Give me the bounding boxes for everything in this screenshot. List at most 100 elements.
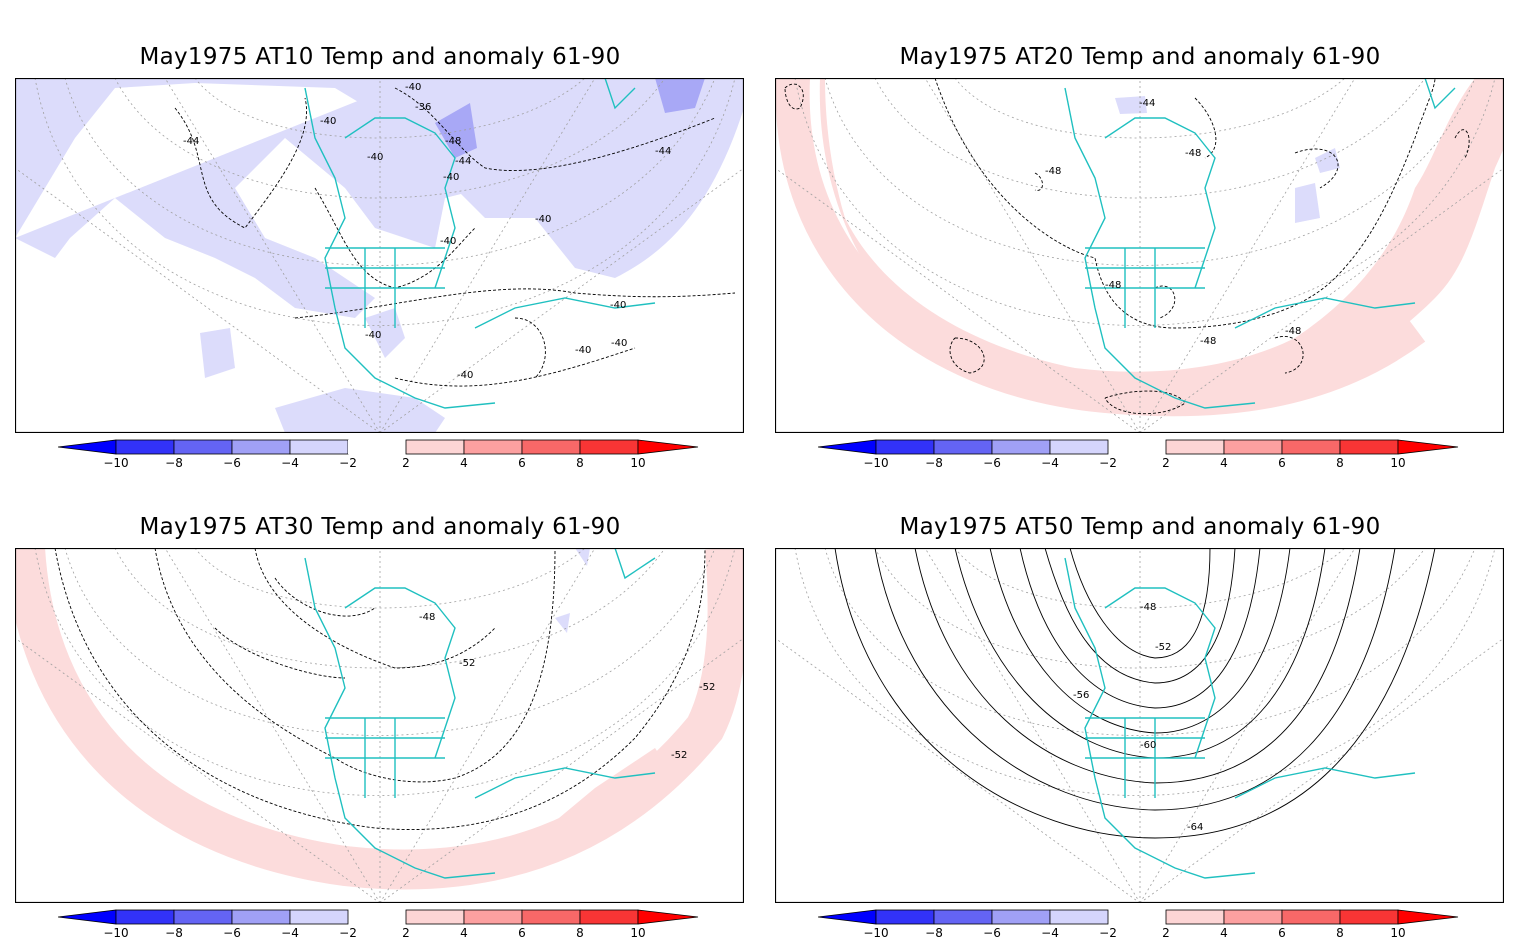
contour-label: -52 [671,750,687,761]
colorbar-tick: 10 [1390,456,1405,470]
map-panel-at20: May1975 AT20 Temp and anomaly 61-90 [760,0,1520,470]
contour-labels: -48 -52 -56 -60 -64 [1073,602,1203,833]
contour-label: -48 [1200,336,1216,347]
colorbar-tick: 4 [460,456,468,470]
graticule [15,548,744,903]
contour-labels: -48 -52 -52 -52 [419,612,715,761]
pink-band [775,78,1426,417]
colorbar-tick: −10 [863,456,888,470]
colorbar-tick: 4 [1220,926,1228,940]
contour-label: -44 [183,136,199,147]
colorbar-tick: −6 [983,456,1001,470]
contour-label: -48 [1185,148,1201,159]
contour-label: -48 [1105,280,1121,291]
map-panel-at30: May1975 AT30 Temp and anomaly 61-90 [0,470,760,940]
colorbar-tick: 2 [1162,926,1170,940]
colorbar-tick: −4 [281,456,299,470]
colorbar-tick: 2 [1162,456,1170,470]
contour-label: -44 [655,146,671,157]
panel-title: May1975 AT10 Temp and anomaly 61-90 [139,44,621,70]
coastlines [1064,78,1456,409]
coastlines [1064,557,1416,879]
colorbar-tick: −6 [223,456,241,470]
temperature-contours [784,78,1470,415]
contour-labels: -44 -40 -36 -40 -40 -48 -44 -40 -44 -40 … [183,82,671,381]
colorbar-tick: −6 [223,926,241,940]
colorbar-tick: −2 [339,456,357,470]
panel-title: May1975 AT30 Temp and anomaly 61-90 [139,514,621,540]
contour-label: -40 [365,330,381,341]
contour-label: -48 [445,136,461,147]
contour-label: -56 [1073,690,1089,701]
map-plot-at50: -48 -52 -56 -60 -64 [775,548,1504,903]
colorbar: −10 −8 −6 −4 −2 2 4 6 8 10 [818,439,1459,470]
map-plot-at10: -44 -40 -36 -40 -40 -48 -44 -40 -44 -40 … [15,78,744,433]
colorbar-tick: 10 [1390,926,1405,940]
contour-label: -40 [443,172,459,183]
contour-label: -60 [1140,740,1156,751]
colorbar-tick: −10 [863,926,888,940]
contour-label: -48 [419,612,435,623]
colorbar-tick: 8 [576,926,584,940]
coastlines [304,78,656,409]
colorbar-tick: 2 [402,926,410,940]
contour-label: -52 [459,658,475,669]
contour-label: -40 [440,236,456,247]
colorbar-tick: −4 [1041,456,1059,470]
colorbar-tick: 8 [1336,926,1344,940]
colorbar-tick: −2 [339,926,357,940]
colorbar-tick: −2 [1099,456,1117,470]
contour-label: -40 [405,82,421,93]
temperature-contours [834,548,1436,839]
colorbar: −10 −8 −6 −4 −2 2 4 6 8 10 [818,909,1459,940]
contour-label: -48 [1140,602,1156,613]
anomaly-shading [535,548,675,848]
temperature-contours [54,548,706,830]
colorbar-tick: 8 [576,456,584,470]
contour-label: -40 [611,338,627,349]
colorbar-tick: 6 [1278,456,1286,470]
panel-title: May1975 AT50 Temp and anomaly 61-90 [899,514,1381,540]
map-plot-at30: -48 -52 -52 -52 [15,548,744,903]
contour-label: -44 [455,156,471,167]
colorbar-tick: −8 [925,926,943,940]
colorbar-tick: 10 [630,456,645,470]
colorbar-tick: 4 [1220,456,1228,470]
contour-label: -40 [320,116,336,127]
contour-labels: -44 -48 -48 -48 -48 -48 [1045,98,1301,347]
contour-label: -48 [1045,166,1061,177]
colorbar-tick: −6 [983,926,1001,940]
contour-label: -40 [535,214,551,225]
graticule [15,78,744,433]
graticule [775,78,1504,433]
colorbar-tick: 6 [518,456,526,470]
colorbar-tick: −2 [1099,926,1117,940]
colorbar-tick: 10 [630,926,645,940]
colorbar-tick: −4 [281,926,299,940]
colorbar-tick: 6 [518,926,526,940]
contour-label: -40 [575,345,591,356]
contour-label: -36 [415,102,431,113]
colorbar-tick: 8 [1336,456,1344,470]
pink-band [15,548,744,890]
contour-label: -40 [367,152,383,163]
colorbar-tick: −10 [103,456,128,470]
contour-label: -64 [1187,822,1203,833]
colorbar: −10 −8 −6 −4 −2 2 4 6 8 10 [58,439,699,470]
colorbar-tick: −10 [103,926,128,940]
coastlines [304,548,656,879]
contour-label: -44 [1139,98,1155,109]
colorbar-tick: −8 [925,456,943,470]
contour-label: -48 [1285,326,1301,337]
colorbar-tick: 4 [460,926,468,940]
colorbar-tick: −8 [165,926,183,940]
colorbar: −10 −8 −6 −4 −2 2 4 6 8 10 [58,909,699,940]
contour-label: -40 [610,300,626,311]
map-panel-at50: May1975 AT50 Temp and anomaly 61-90 [760,470,1520,940]
colorbar-tick: 2 [402,456,410,470]
map-plot-at20: -44 -48 -48 -48 -48 -48 [775,78,1504,433]
colorbar-boxes [58,439,699,455]
panel-title: May1975 AT20 Temp and anomaly 61-90 [899,44,1381,70]
colorbar-tick: −4 [1041,926,1059,940]
anomaly-shading [775,78,1504,393]
